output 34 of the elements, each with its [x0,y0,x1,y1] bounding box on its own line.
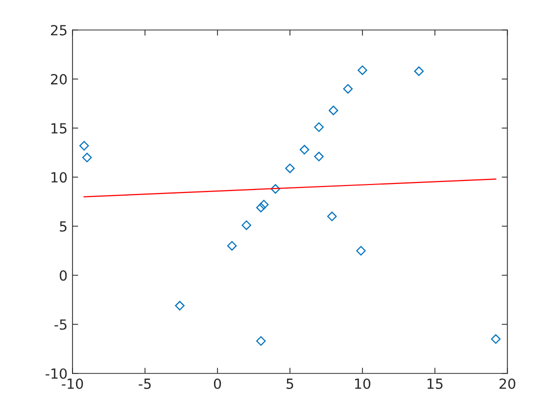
x-tick-label: 15 [428,378,443,389]
point [356,246,366,256]
point [314,122,324,132]
y-tick-label: 0 [60,270,67,281]
point [343,84,353,94]
point [82,152,92,162]
x-tick-label: -5 [138,378,151,389]
point [270,184,280,194]
point [256,202,266,212]
y-tick-label: 10 [52,172,67,183]
point [79,140,89,151]
point [314,152,324,162]
point [227,241,237,251]
x-tick-label: 10 [355,378,370,389]
point [242,220,252,230]
point [175,300,185,310]
y-tick-label: 5 [60,221,66,232]
y-tick-label: 25 [51,24,66,36]
y-tick-label: -10 [46,368,67,379]
point [414,66,424,76]
point [300,144,310,154]
y-tick-label: -5 [54,319,66,330]
point [256,336,266,346]
point [259,200,269,210]
point [490,334,501,344]
point [327,212,337,222]
point [358,65,368,75]
point [285,164,295,174]
x-tick-label: 5 [286,378,294,389]
x-tick-label: 20 [500,378,516,389]
x-tick-label: 0 [214,378,221,389]
y-tick-label: 20 [51,74,67,85]
point [328,106,338,116]
y-tick-label: 15 [52,123,66,134]
